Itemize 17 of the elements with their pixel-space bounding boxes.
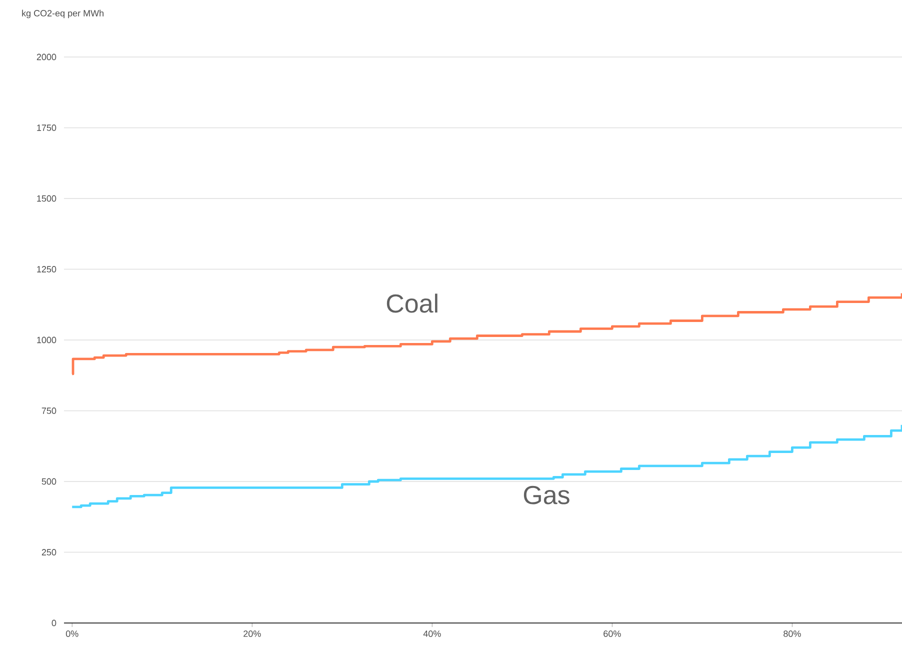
y-tick-label: 0 xyxy=(52,620,56,626)
y-tick-label: 250 xyxy=(42,549,56,556)
x-tick-label: 60% xyxy=(604,630,621,637)
y-tick-label: 2000 xyxy=(36,54,56,60)
y-tick-label: 1750 xyxy=(37,124,56,131)
y-tick-label: 500 xyxy=(42,478,56,485)
x-tick-label: 0% xyxy=(66,630,78,637)
series-label: Gas xyxy=(524,486,570,504)
y-tick-label: 1500 xyxy=(37,195,56,202)
y-tick-label: 1000 xyxy=(37,336,56,344)
y-tick-label: 750 xyxy=(42,408,56,414)
x-tick-label: 40% xyxy=(423,630,441,637)
y-axis-title: kg CO2-eq per MWh xyxy=(22,10,104,18)
series-label: Coal xyxy=(386,294,438,313)
y-tick-label: 1250 xyxy=(37,266,56,272)
x-tick-label: 20% xyxy=(244,630,261,637)
x-tick-label: 80% xyxy=(784,630,801,637)
